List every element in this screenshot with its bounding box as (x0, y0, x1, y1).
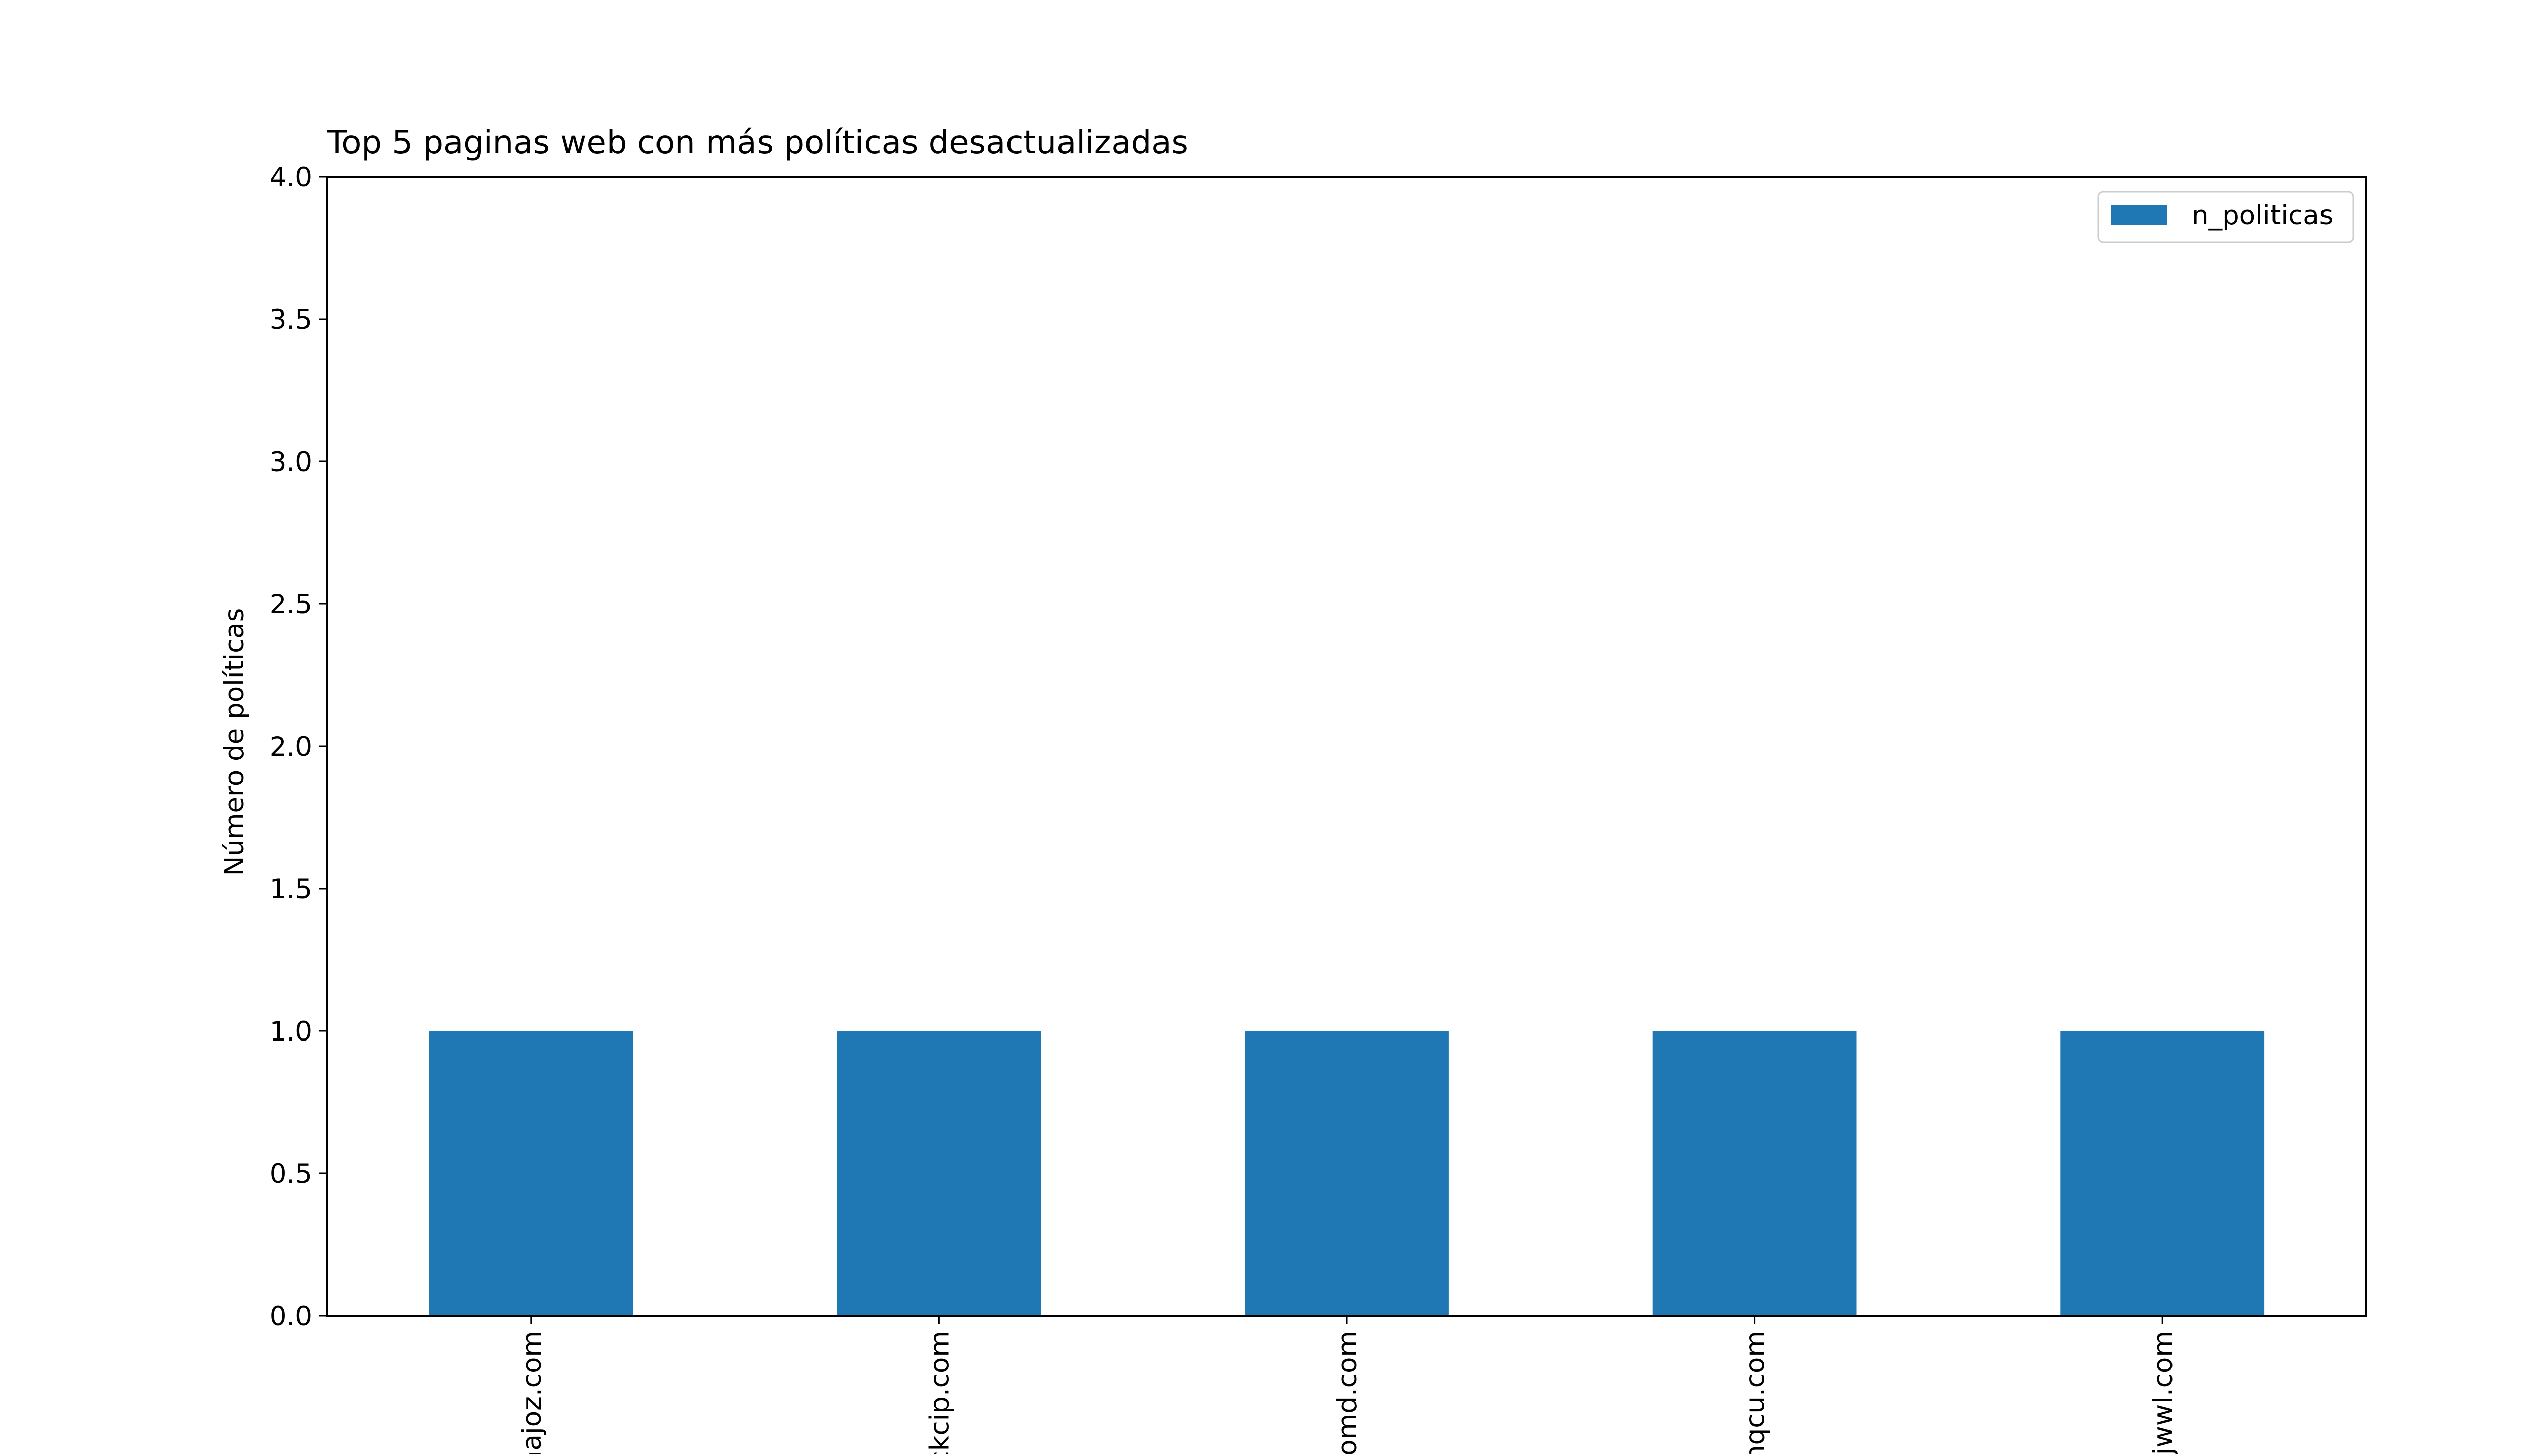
y-tick-label: 1.5 (270, 874, 312, 905)
bar-ijwwl-com (2060, 1031, 2265, 1316)
x-tick-label: oomd.com (1332, 1331, 1363, 1454)
chart-title: Top 5 paginas web con más políticas desa… (327, 124, 1188, 162)
legend-box (2097, 191, 2354, 243)
y-tick-label: 3.5 (270, 304, 312, 335)
y-tick-label: 2.0 (270, 732, 312, 762)
y-tick-label: 0.0 (270, 1301, 312, 1332)
x-tick-label: aajoz.com (517, 1331, 547, 1454)
y-tick-label: 4.0 (270, 162, 312, 193)
bar-ckcip-com (837, 1031, 1041, 1316)
y-axis-label: Número de políticas (219, 608, 250, 876)
y-tick-label: 1.0 (270, 1016, 312, 1047)
y-tick-label: 0.5 (270, 1159, 312, 1189)
x-tick-label: hqcu.com (1740, 1331, 1771, 1454)
legend-label: n_politicas (2192, 200, 2333, 231)
y-axis-ticks: 0.0 0.5 1.0 1.5 2.0 2.5 3.0 3.5 4.0 (270, 162, 327, 1332)
y-tick-label: 3.0 (270, 447, 312, 478)
bar-hqcu-com (1652, 1031, 1857, 1316)
x-tick-label: ijwwl.com (2148, 1331, 2179, 1454)
legend: n_politicas (2097, 191, 2354, 243)
x-axis-ticks: aajoz.com ckcip.com oomd.com hqcu.com ijwwl.… (517, 1316, 2179, 1456)
bar-oomd-com (1245, 1031, 1449, 1316)
plot-frame (326, 176, 2367, 1317)
y-tick-label: 2.5 (270, 589, 312, 620)
bars-group (429, 1031, 2265, 1316)
x-tick-label: ckcip.com (924, 1331, 955, 1454)
legend-swatch (2111, 205, 2167, 225)
bar-aajoz-com (429, 1031, 633, 1316)
